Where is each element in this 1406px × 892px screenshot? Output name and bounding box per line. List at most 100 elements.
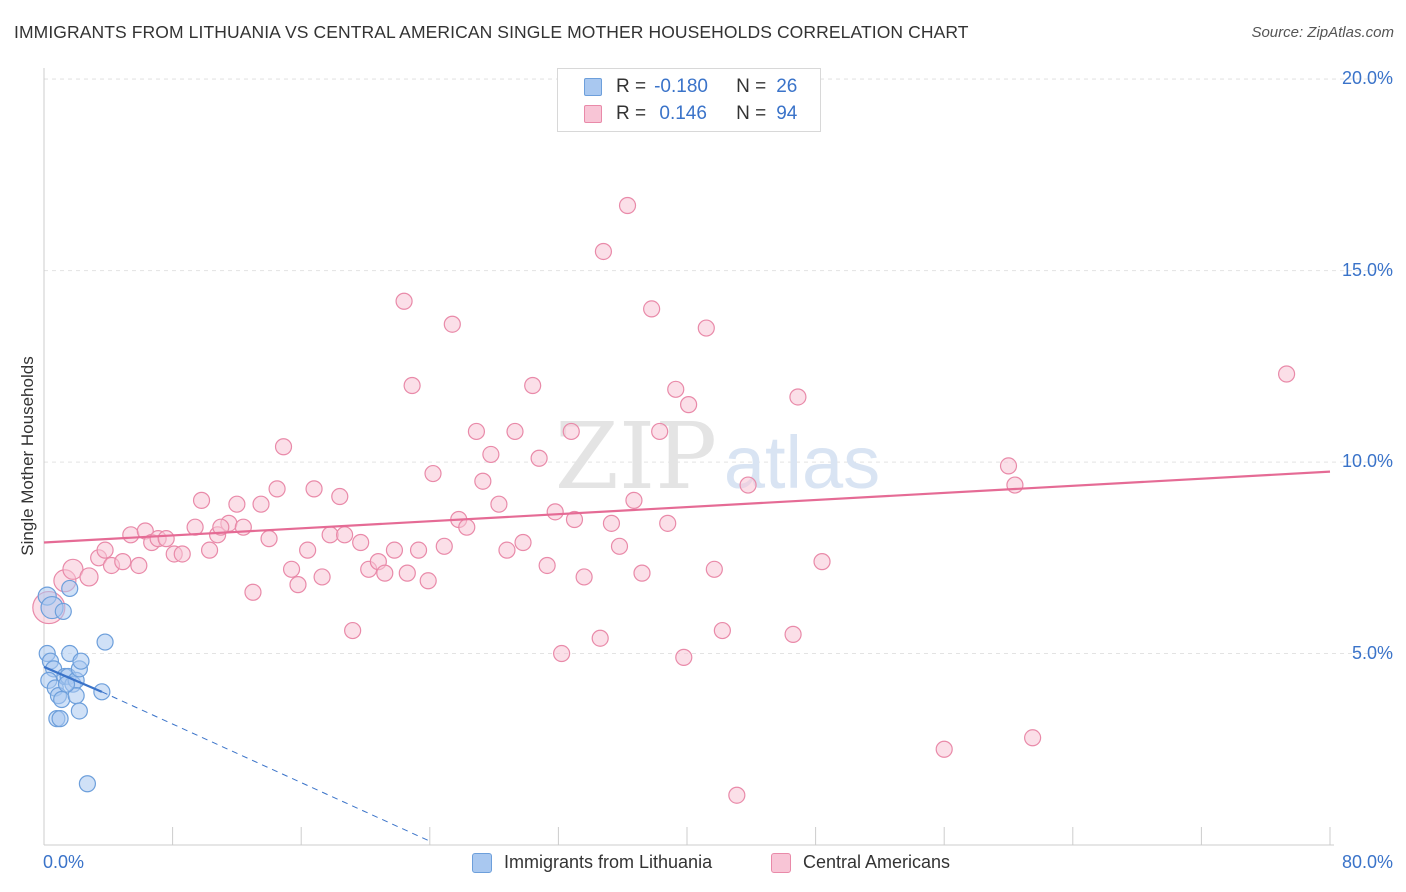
- central-americans-point: [424, 464, 442, 483]
- central-americans-point: [173, 545, 191, 563]
- central-americans-point: [336, 526, 354, 544]
- central-americans-point: [546, 503, 564, 521]
- central-americans-point: [651, 422, 669, 441]
- central-americans-point: [610, 537, 629, 555]
- central-americans-point: [1024, 729, 1042, 747]
- central-americans-point: [643, 300, 661, 318]
- y-tick-label: 15.0%: [1341, 259, 1393, 280]
- central-americans-point: [1006, 476, 1024, 494]
- central-americans-point: [514, 533, 532, 552]
- bottom-legend-swatch-lithuania: [472, 852, 492, 873]
- legend-row-central-americans: R = 0.146 N = 94: [584, 102, 797, 126]
- y-tick-label: 5.0%: [1351, 642, 1393, 663]
- legend-row-lithuania: R = -0.180 N = 26: [584, 75, 797, 99]
- central-americans-point: [96, 541, 114, 559]
- central-americans-point: [667, 380, 685, 398]
- y-tick-label: 10.0%: [1341, 451, 1393, 472]
- central-americans-point: [395, 292, 413, 310]
- lithuania-point: [53, 690, 71, 709]
- central-americans-point: [705, 560, 723, 578]
- central-americans-point: [419, 572, 437, 590]
- legend-r-label: R =: [616, 76, 647, 97]
- central-americans-point: [467, 422, 486, 441]
- central-americans-point: [594, 242, 613, 261]
- central-americans-point: [260, 530, 278, 548]
- central-americans-point: [385, 541, 404, 559]
- central-americans-point: [130, 556, 148, 575]
- central-americans-point: [935, 740, 953, 758]
- central-americans-point: [498, 541, 516, 559]
- legend-swatch-lithuania: [584, 78, 602, 96]
- central-americans-point: [538, 556, 556, 575]
- bottom-legend-label-central-americans: Central Americans: [803, 852, 951, 872]
- central-americans-point: [157, 530, 175, 548]
- central-americans-point: [403, 376, 421, 395]
- central-americans-point: [625, 491, 643, 509]
- central-americans-point: [474, 472, 492, 490]
- central-americans-point: [321, 526, 339, 544]
- legend-swatch-central-americans: [584, 105, 602, 123]
- legend-r-label: R =: [616, 103, 647, 124]
- legend-r-value-central-americans: 0.146: [654, 103, 707, 124]
- lithuania-point: [96, 633, 114, 651]
- central-americans-point: [506, 422, 524, 441]
- central-americans-point: [784, 625, 802, 643]
- chart-title: IMMIGRANTS FROM LITHUANIA VS CENTRAL AME…: [14, 22, 969, 42]
- central-americans-point: [999, 457, 1018, 475]
- central-americans-point: [289, 576, 307, 594]
- central-americans-point: [344, 621, 362, 640]
- central-americans-point: [565, 510, 584, 529]
- central-americans-point: [697, 319, 715, 337]
- central-americans-point: [376, 564, 394, 582]
- lithuania-points: [37, 579, 114, 793]
- central-americans-point: [659, 514, 677, 532]
- central-americans-point: [268, 480, 286, 498]
- central-americans-point: [713, 621, 731, 640]
- central-americans-point: [352, 533, 370, 552]
- axes: [43, 68, 1334, 846]
- lithuania-point: [72, 652, 90, 670]
- central-americans-point: [274, 438, 293, 456]
- central-americans-point: [122, 526, 140, 544]
- central-americans-point: [618, 196, 637, 215]
- central-americans-point: [409, 541, 428, 559]
- source-label: Source: ZipAtlas.com: [1251, 24, 1394, 41]
- legend-n-label: N =: [736, 76, 767, 97]
- central-americans-point: [192, 491, 211, 509]
- central-americans-point: [490, 495, 508, 513]
- central-americans-point: [675, 648, 693, 666]
- central-americans-point: [575, 568, 593, 586]
- central-americans-point: [443, 315, 461, 333]
- central-americans-point: [212, 518, 230, 536]
- central-americans-point: [553, 644, 571, 663]
- central-americans-point: [62, 558, 84, 580]
- central-americans-point: [282, 560, 301, 578]
- central-americans-point: [530, 449, 548, 467]
- central-americans-point: [200, 541, 219, 559]
- bottom-legend-swatch-central-americans: [771, 852, 791, 873]
- central-americans-point: [1277, 365, 1296, 383]
- lithuania-point: [51, 710, 69, 728]
- trend-lines: [43, 470, 1331, 842]
- central-americans-point: [305, 480, 323, 498]
- central-americans-point: [252, 495, 270, 513]
- central-americans-point: [299, 541, 317, 559]
- central-americans-point: [331, 487, 349, 506]
- x-tick-label-min: 0.0%: [43, 852, 85, 872]
- lithuania-point: [61, 579, 79, 598]
- central-americans-point: [458, 518, 476, 536]
- central-americans-point: [680, 396, 698, 414]
- central-americans-point: [114, 553, 132, 571]
- lithuania-trend-solid: [43, 665, 103, 693]
- correlation-legend: R = -0.180 N = 26 R = 0.146 N = 94: [557, 68, 821, 132]
- y-axis-label: Single Mother Households: [18, 356, 37, 556]
- central-americans-point: [313, 568, 331, 586]
- bottom-legend-central-americans: Central Americans: [771, 852, 950, 873]
- central-americans-point: [562, 422, 580, 441]
- legend-n-value-central-americans: 94: [776, 103, 798, 124]
- central-americans-point: [591, 629, 609, 647]
- legend-r-value-lithuania: -0.180: [654, 76, 708, 97]
- central-americans-point: [398, 564, 416, 582]
- central-americans-point: [813, 553, 831, 571]
